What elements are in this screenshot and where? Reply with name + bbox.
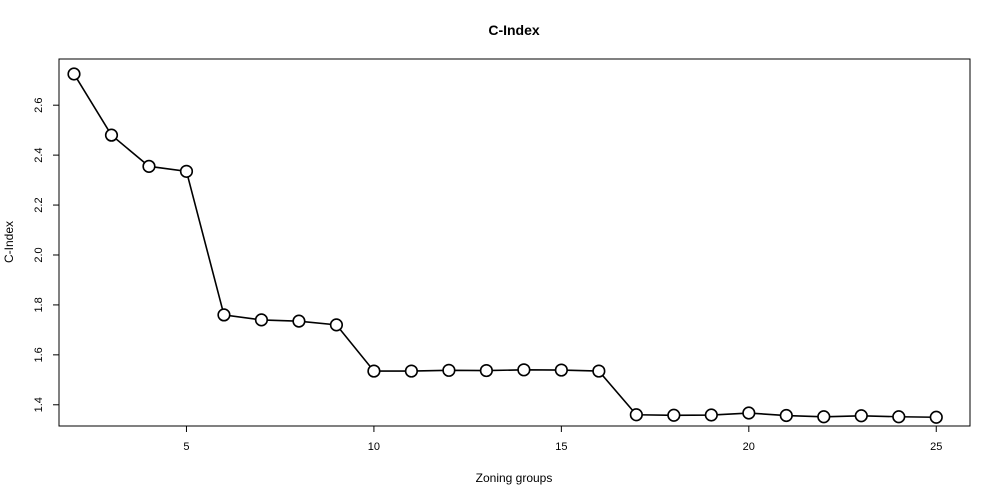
data-point	[217, 308, 231, 322]
data-point	[854, 409, 868, 423]
x-tick-label: 25	[930, 441, 942, 453]
x-axis: 5 10 15 20 25	[183, 426, 942, 453]
data-point	[179, 164, 194, 178]
data-point	[142, 159, 156, 173]
data-point	[254, 313, 269, 327]
data-point	[817, 410, 831, 424]
data-point	[629, 408, 643, 422]
data-point	[554, 363, 568, 377]
y-tick-label: 1.4	[33, 397, 45, 412]
y-tick-label: 1.6	[33, 347, 45, 362]
data-point	[892, 410, 906, 424]
x-tick-label: 20	[743, 441, 755, 453]
data-point	[704, 408, 718, 422]
data-point	[367, 364, 381, 378]
series-line	[73, 73, 937, 419]
x-axis-label: Zoning groups	[476, 471, 553, 485]
y-tick-label: 2.6	[33, 98, 45, 113]
series-layer	[67, 67, 943, 424]
y-axis-label: C-Index	[2, 221, 16, 263]
data-point	[667, 408, 681, 422]
data-point	[929, 410, 943, 424]
data-point	[329, 318, 344, 332]
data-point	[742, 406, 756, 420]
y-tick-label: 1.8	[33, 297, 45, 312]
data-point	[442, 363, 456, 377]
chart-title: C-Index	[488, 22, 540, 38]
y-axis: 1.4 1.6 1.8 2.0 2.2 2.4 2.6	[33, 98, 59, 412]
x-tick-label: 10	[368, 441, 380, 453]
y-tick-label: 2.0	[33, 247, 45, 262]
x-tick-label: 15	[555, 441, 567, 453]
data-point	[592, 364, 606, 378]
data-point	[779, 408, 793, 423]
data-point	[104, 128, 119, 142]
data-point	[404, 364, 419, 378]
plot-frame	[58, 58, 971, 427]
data-point	[479, 363, 493, 378]
y-tick-label: 2.4	[33, 147, 45, 162]
data-point	[67, 67, 81, 81]
data-point	[517, 363, 531, 377]
data-point	[292, 314, 306, 328]
y-tick-label: 2.2	[33, 197, 45, 212]
x-tick-label: 5	[183, 441, 189, 453]
